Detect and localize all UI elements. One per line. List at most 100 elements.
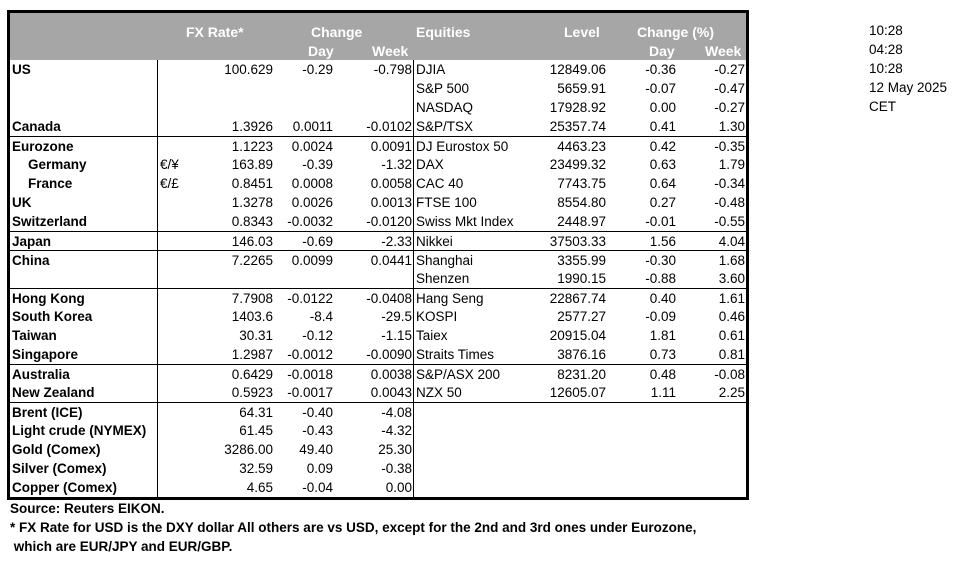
equity-name: DJIA: [416, 62, 446, 77]
fx-rate: 64.31: [239, 405, 273, 420]
region-label: France: [28, 176, 73, 191]
equity-change-week: 4.04: [718, 234, 745, 249]
equity-name: DAX: [416, 157, 444, 172]
fx-change-week: -0.0102: [366, 119, 412, 134]
equity-name: DJ Eurostox 50: [416, 139, 509, 154]
equity-change-day: -0.07: [645, 81, 676, 96]
equity-name: S&P/ASX 200: [416, 367, 501, 382]
fx-change-day: 0.09: [306, 461, 333, 476]
fx-footnote-line2: which are EUR/JPY and EUR/GBP.: [10, 539, 233, 554]
equity-level: 20915.04: [549, 328, 606, 343]
table-body: US 100.629 -0.29 -0.798 DJIA 12849.06 -0.36 -0.…: [10, 60, 746, 497]
fx-change-day: -0.0012: [287, 347, 333, 362]
equity-change-day: 0.00: [649, 100, 676, 115]
equity-change-week: 0.46: [718, 309, 745, 324]
header-week: Week: [372, 43, 409, 59]
fx-rate: 61.45: [239, 423, 273, 438]
fx-change-day: -0.43: [302, 423, 333, 438]
table-row: Switzerland 0.8343 -0.0032 -0.0120 Swiss Mkt…: [10, 212, 746, 231]
equity-change-week: 0.81: [718, 347, 745, 362]
equity-level: 3355.99: [557, 253, 606, 268]
time-2: 04:28: [869, 42, 903, 57]
equity-change-week: 1.61: [718, 291, 745, 306]
table-row: Eurozone 1.1223 0.0024 0.0091 DJ Eurostox 50…: [10, 136, 746, 155]
table-row: Germany €/¥ 163.89 -0.39 -1.32 DAX 23499.32 0.6…: [10, 155, 746, 174]
fx-change-day: 0.0026: [291, 195, 333, 210]
fx-change-day: 0.0008: [291, 176, 333, 191]
time-1: 10:28: [869, 23, 903, 38]
fx-change-day: -0.12: [302, 328, 333, 343]
equity-change-week: 1.79: [718, 157, 745, 172]
fx-change-day: -0.0017: [287, 385, 333, 400]
fx-change-week: -1.15: [381, 328, 412, 343]
equity-level: 8554.80: [557, 195, 606, 210]
equity-level: 2448.97: [557, 214, 606, 229]
fx-rate: 1.3926: [231, 119, 273, 134]
table-row: Light crude (NYMEX) 61.45 -0.43 -4.32: [10, 421, 746, 440]
region-label: China: [12, 253, 50, 268]
equity-name: Nikkei: [416, 234, 453, 249]
table-row: South Korea 1403.6 -8.4 -29.5 KOSPI 2577.27 -0…: [10, 307, 746, 326]
fx-symbol: €/¥: [160, 157, 179, 172]
equity-change-day: -0.88: [645, 271, 676, 286]
equity-level: 37503.33: [549, 234, 606, 249]
fx-change-day: -0.0018: [287, 367, 333, 382]
fx-rate: 3286.00: [224, 442, 273, 457]
region-label: South Korea: [12, 309, 93, 324]
equity-change-day: 0.63: [649, 157, 676, 172]
equity-change-week: -0.34: [714, 176, 745, 191]
equity-name: S&P/TSX: [416, 119, 474, 134]
equity-change-week: 2.25: [718, 385, 745, 400]
fx-change-day: 0.0099: [291, 253, 333, 268]
equity-name: Shenzen: [416, 271, 470, 286]
region-label: Silver (Comex): [12, 461, 107, 476]
fx-rate: 4.65: [246, 480, 273, 495]
fx-change-day: -0.0122: [287, 291, 333, 306]
column-divider: [157, 60, 158, 497]
equity-change-week: 0.61: [718, 328, 745, 343]
fx-rate: 7.7908: [231, 291, 273, 306]
table-row: Taiwan 30.31 -0.12 -1.15 Taiex 20915.04 1.81 0.…: [10, 326, 746, 345]
table-row: S&P 500 5659.91 -0.07 -0.47: [10, 79, 746, 98]
table-row: Australia 0.6429 -0.0018 0.0038 S&P/ASX 200 8…: [10, 364, 746, 383]
table-row: UK 1.3278 0.0026 0.0013 FTSE 100 8554.80 0.27 -…: [10, 193, 746, 212]
equity-change-day: -0.01: [645, 214, 676, 229]
equity-name: S&P 500: [416, 81, 470, 96]
footer: Source: Reuters EIKON. * FX Rate for USD…: [10, 499, 696, 556]
fx-rate: 32.59: [239, 461, 273, 476]
fx-change-day: -8.4: [309, 309, 333, 324]
fx-change-week: -2.33: [381, 234, 412, 249]
region-label: Japan: [12, 234, 52, 249]
equity-level: 8231.20: [557, 367, 606, 382]
fx-change-day: -0.04: [302, 480, 333, 495]
fx-change-week: 0.0091: [370, 139, 412, 154]
fx-change-week: 0.0441: [370, 253, 412, 268]
fx-change-week: -0.38: [381, 461, 412, 476]
region-label: Brent (ICE): [12, 405, 83, 420]
header-level: Level: [564, 24, 600, 40]
fx-change-day: -0.69: [302, 234, 333, 249]
equity-level: 12849.06: [549, 62, 606, 77]
equity-name: NZX 50: [416, 385, 462, 400]
table-header: FX Rate* Change Day Week Equities Level …: [10, 13, 746, 60]
fx-change-week: -0.0090: [366, 347, 412, 362]
timestamp-panel: 10:28 04:28 10:28 12 May 2025 CET: [869, 21, 947, 116]
equity-name: FTSE 100: [416, 195, 477, 210]
equity-change-week: 1.68: [718, 253, 745, 268]
market-data-table: FX Rate* Change Day Week Equities Level …: [7, 10, 749, 500]
equity-change-day: 0.48: [649, 367, 676, 382]
fx-change-week: 0.00: [385, 480, 412, 495]
fx-rate: 163.89: [231, 157, 273, 172]
fx-rate: 0.8343: [231, 214, 273, 229]
region-label: Germany: [28, 157, 87, 172]
region-label: Gold (Comex): [12, 442, 101, 457]
fx-change-week: -29.5: [381, 309, 412, 324]
equity-level: 3876.16: [557, 347, 606, 362]
equity-level: 5659.91: [557, 81, 606, 96]
fx-rate: 30.31: [239, 328, 273, 343]
fx-rate: 146.03: [231, 234, 273, 249]
equity-name: Hang Seng: [416, 291, 484, 306]
header-eq-week: Week: [705, 43, 742, 59]
equity-change-day: 0.27: [649, 195, 676, 210]
equity-change-day: 0.73: [649, 347, 676, 362]
